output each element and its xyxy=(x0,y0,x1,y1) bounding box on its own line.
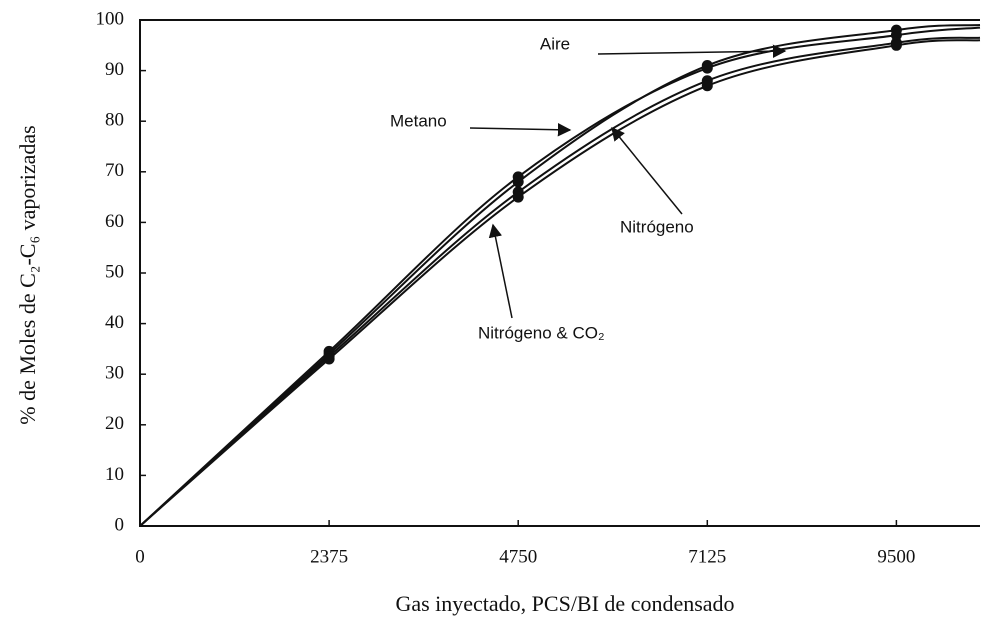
point xyxy=(890,39,902,51)
y-tick-label: 60 xyxy=(105,211,124,232)
y-tick-label: 10 xyxy=(105,464,124,485)
annotation-label: Metano xyxy=(390,111,447,130)
y-tick-label: 0 xyxy=(115,514,125,535)
annotation-arrow xyxy=(469,123,572,137)
series-line xyxy=(139,24,981,527)
annotation-arrow xyxy=(488,223,513,319)
point xyxy=(512,191,524,203)
y-tick-label: 30 xyxy=(105,363,124,384)
y-tick-label: 50 xyxy=(105,261,124,282)
x-tick-label: 7125 xyxy=(688,546,726,567)
annotation-label: Nitrógeno xyxy=(620,217,694,236)
y-tick-label: 90 xyxy=(105,59,124,80)
x-tick-label: 2375 xyxy=(310,546,348,567)
series-line xyxy=(139,26,981,527)
point xyxy=(512,171,524,183)
y-tick-label: 40 xyxy=(105,312,124,333)
point xyxy=(323,353,335,365)
y-tick-label: 20 xyxy=(105,413,124,434)
point xyxy=(701,80,713,92)
series-line xyxy=(139,36,981,527)
x-tick-label: 9500 xyxy=(877,546,915,567)
point xyxy=(890,29,902,41)
y-tick-label: 80 xyxy=(105,110,124,131)
plot-frame xyxy=(139,19,980,527)
annotation-arrow xyxy=(597,44,787,58)
x-tick-label: 0 xyxy=(135,546,145,567)
y-tick-label: 100 xyxy=(96,8,125,29)
point xyxy=(701,62,713,74)
series-line xyxy=(139,39,981,527)
y-axis-label: % de Moles de C₂-C₆ vaporizadas xyxy=(15,125,40,424)
annotation-label: Aire xyxy=(540,34,570,53)
annotation-label: Nitrógeno & CO₂ xyxy=(478,323,605,342)
x-axis-label: Gas inyectado, PCS/BI de condensado xyxy=(395,591,734,616)
y-tick-label: 70 xyxy=(105,160,124,181)
annotation-arrow xyxy=(611,126,683,215)
x-tick-label: 4750 xyxy=(499,546,537,567)
